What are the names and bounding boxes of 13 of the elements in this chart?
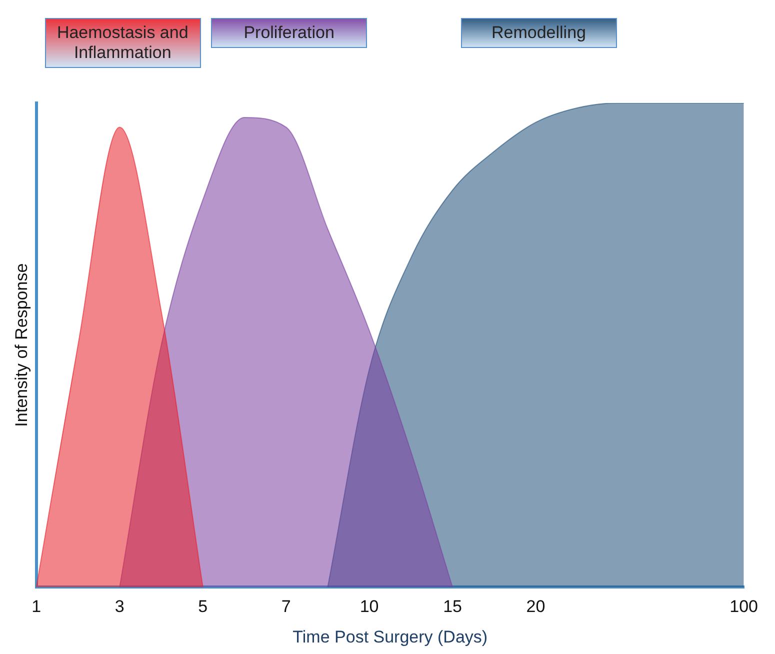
x-axis-title: Time Post Surgery (Days) xyxy=(292,627,488,646)
x-tick-label: 15 xyxy=(443,597,462,616)
x-tick-label: 7 xyxy=(281,597,291,616)
text: Remodelling xyxy=(460,18,617,48)
x-tick-label: 20 xyxy=(526,597,546,616)
x-tick-label: 5 xyxy=(198,597,208,616)
x-tick-label: 3 xyxy=(114,597,124,616)
text: Proliferation xyxy=(211,18,368,48)
x-tick-label: 1 xyxy=(32,597,42,616)
y-axis-title: Intensity of Response xyxy=(12,263,31,427)
x-tick-label: 10 xyxy=(360,597,379,616)
x-tick-label: 100 xyxy=(730,597,758,616)
text: Haemostasis and Inflammation xyxy=(44,18,201,68)
